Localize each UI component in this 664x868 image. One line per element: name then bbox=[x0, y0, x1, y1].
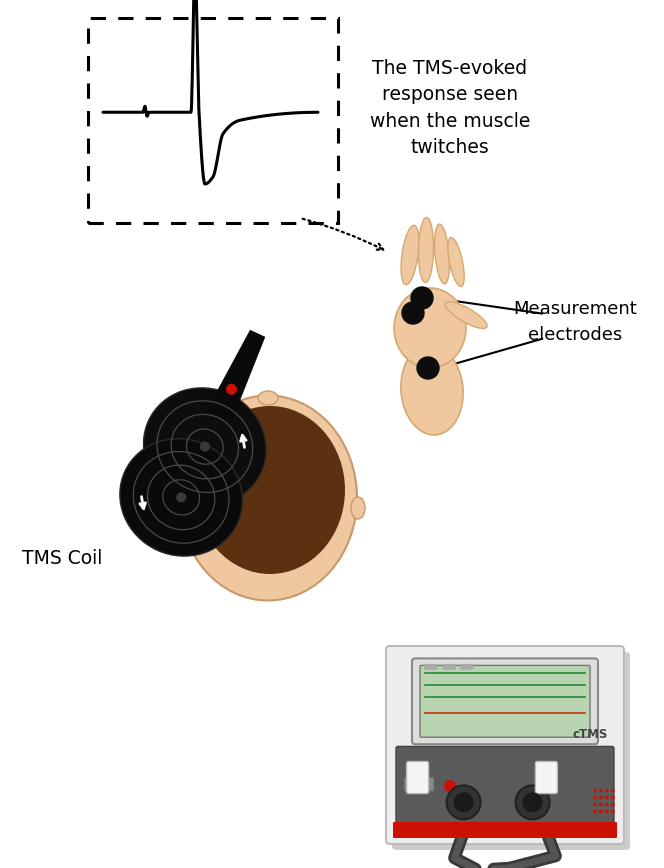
Text: TMS Coil: TMS Coil bbox=[22, 549, 102, 568]
Circle shape bbox=[599, 789, 603, 792]
Circle shape bbox=[593, 796, 597, 799]
Circle shape bbox=[523, 792, 542, 812]
Ellipse shape bbox=[171, 497, 185, 519]
Ellipse shape bbox=[143, 388, 266, 505]
Circle shape bbox=[599, 803, 603, 806]
Ellipse shape bbox=[448, 238, 464, 286]
FancyBboxPatch shape bbox=[396, 746, 614, 834]
Circle shape bbox=[599, 810, 603, 813]
Ellipse shape bbox=[179, 396, 357, 601]
Ellipse shape bbox=[394, 288, 466, 368]
Circle shape bbox=[611, 796, 615, 799]
Circle shape bbox=[200, 442, 210, 451]
FancyBboxPatch shape bbox=[392, 652, 630, 850]
Circle shape bbox=[605, 810, 609, 813]
Circle shape bbox=[611, 789, 615, 792]
Text: Measurement
electrodes: Measurement electrodes bbox=[513, 300, 637, 344]
Circle shape bbox=[402, 302, 424, 324]
Ellipse shape bbox=[195, 406, 345, 574]
FancyBboxPatch shape bbox=[420, 666, 590, 737]
Circle shape bbox=[605, 803, 609, 806]
FancyBboxPatch shape bbox=[386, 646, 624, 844]
Ellipse shape bbox=[445, 301, 487, 328]
Ellipse shape bbox=[120, 438, 242, 556]
Circle shape bbox=[454, 792, 473, 812]
Circle shape bbox=[516, 786, 550, 819]
Circle shape bbox=[447, 786, 481, 819]
Circle shape bbox=[444, 780, 456, 792]
Ellipse shape bbox=[434, 224, 450, 284]
Circle shape bbox=[593, 810, 597, 813]
FancyBboxPatch shape bbox=[442, 664, 456, 670]
Ellipse shape bbox=[351, 497, 365, 519]
Circle shape bbox=[611, 810, 615, 813]
FancyBboxPatch shape bbox=[535, 761, 557, 793]
Bar bbox=[88, 18, 338, 223]
Ellipse shape bbox=[401, 345, 463, 435]
FancyBboxPatch shape bbox=[424, 664, 438, 670]
Circle shape bbox=[417, 357, 439, 379]
Circle shape bbox=[605, 796, 609, 799]
Circle shape bbox=[611, 803, 615, 806]
FancyBboxPatch shape bbox=[404, 777, 434, 792]
Circle shape bbox=[411, 287, 433, 309]
Ellipse shape bbox=[258, 391, 278, 405]
Text: cTMS: cTMS bbox=[572, 728, 608, 741]
Circle shape bbox=[593, 789, 597, 792]
FancyBboxPatch shape bbox=[461, 664, 473, 670]
Circle shape bbox=[226, 384, 237, 395]
Ellipse shape bbox=[401, 226, 419, 285]
FancyBboxPatch shape bbox=[412, 659, 598, 744]
Circle shape bbox=[176, 492, 186, 503]
Polygon shape bbox=[205, 330, 266, 425]
Circle shape bbox=[593, 803, 597, 806]
FancyBboxPatch shape bbox=[406, 761, 428, 793]
Circle shape bbox=[605, 789, 609, 792]
Text: The TMS-evoked
response seen
when the muscle
twitches: The TMS-evoked response seen when the mu… bbox=[370, 59, 530, 157]
Circle shape bbox=[599, 796, 603, 799]
FancyBboxPatch shape bbox=[393, 822, 617, 838]
Ellipse shape bbox=[418, 218, 434, 282]
